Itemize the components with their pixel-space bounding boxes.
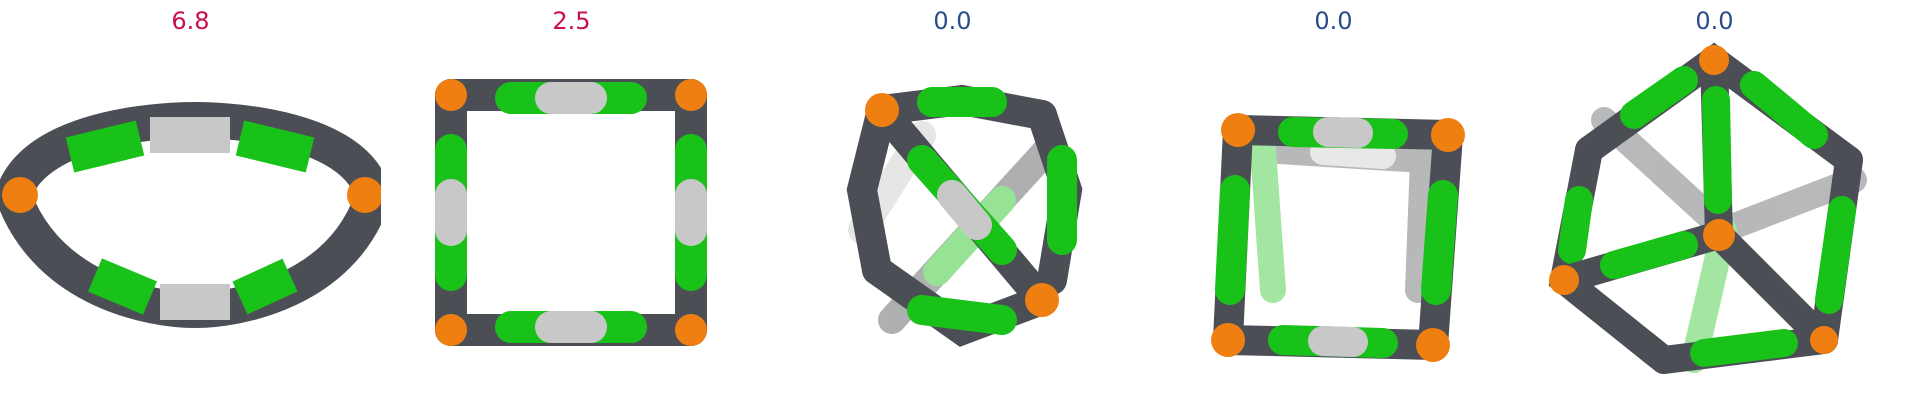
- structure-panel-5: 0.0: [1524, 0, 1905, 416]
- vertex-atom: [1211, 323, 1245, 357]
- molecule-cube-4: [1211, 113, 1465, 362]
- energy-value-5: 0.0: [1695, 7, 1734, 35]
- molecule-cage-5: [1548, 42, 1867, 374]
- ring-back-tube: [0, 101, 381, 208]
- vertex-atom: [347, 177, 381, 213]
- structure-panel-3: 0.0: [762, 0, 1143, 416]
- structure-panel-1: 6.8: [0, 0, 381, 416]
- vertex-atom: [435, 314, 467, 346]
- vertex-atom: [1699, 45, 1729, 75]
- vertex-atom: [435, 79, 467, 111]
- molecule-square-2: [435, 79, 707, 346]
- vertex-atom: [1431, 118, 1465, 152]
- ring-front-tube: [0, 182, 381, 329]
- energy-value-3: 0.0: [933, 7, 972, 35]
- vertex-atom: [2, 177, 38, 213]
- vertex-atom: [1810, 326, 1838, 354]
- vertex-atom: [1703, 219, 1735, 251]
- molecule-ring-1: [0, 101, 381, 329]
- vertex-atom: [675, 314, 707, 346]
- vertex-atom: [1221, 113, 1255, 147]
- vertex-atom: [1549, 265, 1579, 295]
- vertex-atom: [1416, 328, 1450, 362]
- energy-value-2: 2.5: [552, 7, 591, 35]
- vertex-atom: [865, 93, 899, 127]
- energy-value-1: 6.8: [171, 7, 210, 35]
- vertex-atom: [675, 79, 707, 111]
- molecule-cage-3: [846, 84, 1083, 347]
- vertex-atom: [1025, 283, 1059, 317]
- structure-panel-4: 0.0: [1143, 0, 1524, 416]
- structure-panel-2: 2.5: [381, 0, 762, 416]
- energy-value-4: 0.0: [1314, 7, 1353, 35]
